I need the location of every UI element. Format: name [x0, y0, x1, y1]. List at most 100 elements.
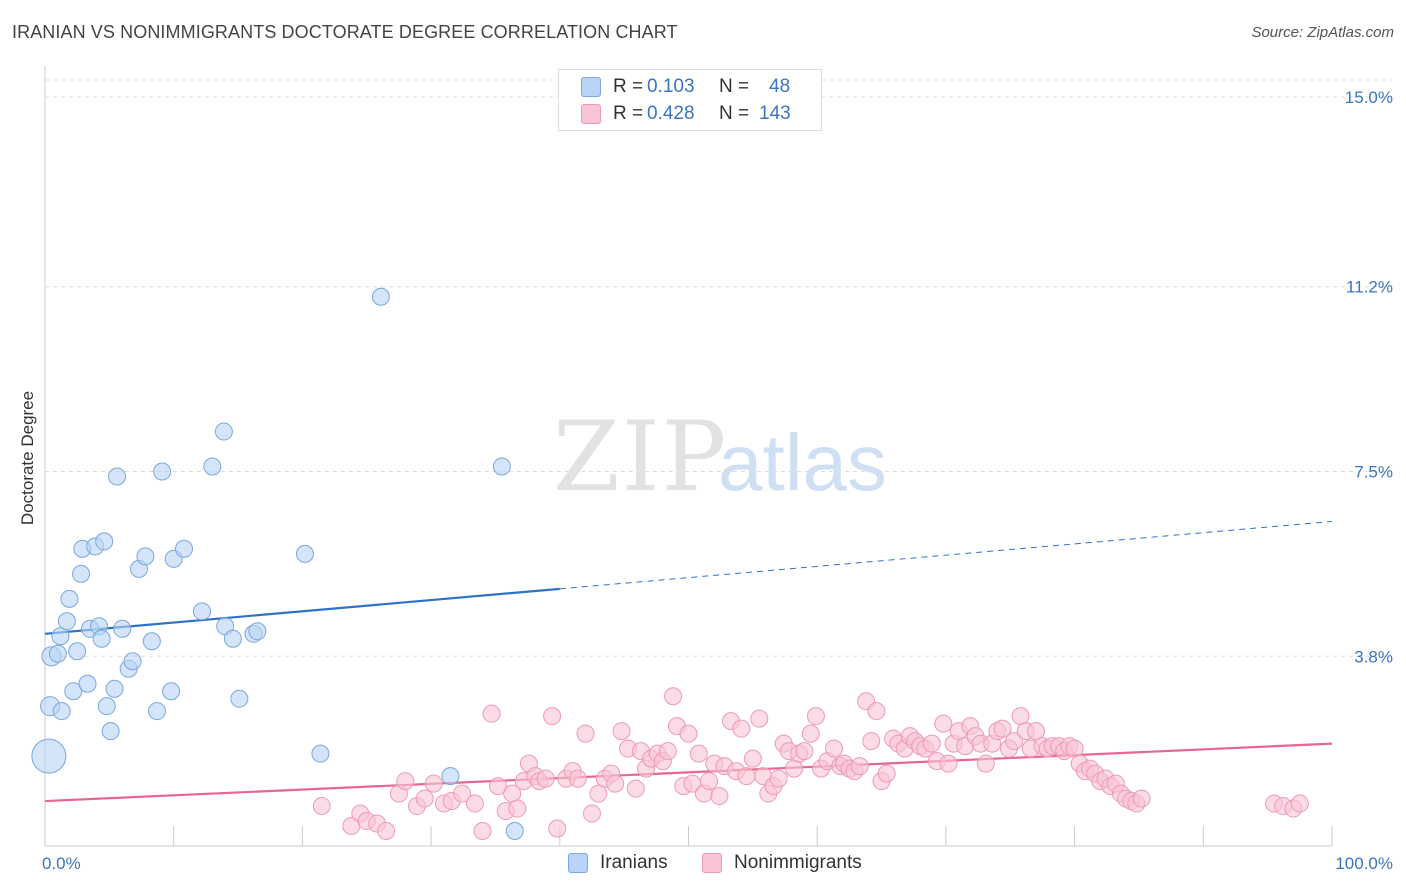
iranians-point [60, 589, 79, 608]
nonimmigrants-point [1005, 732, 1024, 751]
trend-lines [44, 520, 1333, 803]
nonimmigrants-point [877, 764, 896, 783]
iranians-point [230, 689, 249, 708]
nonimmigrants-point [543, 707, 562, 726]
iranians-point [214, 422, 233, 441]
nonimmigrants-point [850, 757, 869, 776]
nonimmigrants-point [658, 742, 677, 761]
iranians-point [64, 682, 83, 701]
legend-label-nonimmigrants: Nonimmigrants [734, 852, 862, 873]
nonimmigrants-point [795, 742, 814, 761]
nonimmigrants-point [867, 702, 886, 721]
iranians-point [97, 697, 116, 716]
nonimmigrants-point [679, 724, 698, 743]
iranians-point [92, 629, 111, 648]
iranians-point [492, 457, 511, 476]
y-tick-label: 15.0% [1345, 88, 1393, 107]
y-tick-label: 3.8% [1354, 647, 1393, 666]
nonimmigrants-point [424, 774, 443, 793]
r-label: R = [613, 103, 644, 124]
nonimmigrants-point [606, 774, 625, 793]
nonimmigrants-point [465, 794, 484, 813]
nonimmigrants-points [312, 687, 1309, 841]
n-label: N = [719, 103, 750, 124]
y-tick-label: 7.5% [1354, 463, 1393, 482]
nonimmigrants-point [612, 722, 631, 741]
iranians-point [193, 602, 212, 621]
series-legend: Iranians Nonimmigrants [0, 852, 1406, 878]
source-label: Source: ZipAtlas.com [1251, 24, 1394, 41]
nonimmigrants-point [548, 819, 567, 838]
nonimmigrants-point [1011, 707, 1030, 726]
iranians-point [371, 287, 390, 306]
iranians-trend-extension [559, 520, 1333, 590]
nonimmigrants-point [700, 772, 719, 791]
correlation-legend: R = 0.103 N = 48 R = 0.428 N = 143 [558, 69, 822, 131]
nonimmigrants-trend-line [44, 742, 1333, 803]
iranians-point [48, 644, 67, 663]
nonimmigrants-point [934, 714, 953, 733]
legend-item-iranians[interactable]: Iranians [568, 852, 668, 874]
watermark-atlas: atlas [718, 418, 887, 507]
nonimmigrants-point [976, 754, 995, 773]
iranians-swatch [568, 853, 588, 873]
nonimmigrants-point [922, 734, 941, 753]
iranians-point [295, 544, 314, 563]
iranians-points [31, 287, 524, 841]
nonimmigrants-point [473, 822, 492, 841]
nonimmigrants-point [769, 769, 788, 788]
nonimmigrants-point [710, 787, 729, 806]
iranians-point [203, 457, 222, 476]
nonimmigrants-point [576, 724, 595, 743]
iranians-point [223, 629, 242, 648]
iranians-point [505, 822, 524, 841]
nonimmigrants-point [743, 749, 762, 768]
iranians-point [108, 467, 127, 486]
legend-item-nonimmigrants[interactable]: Nonimmigrants [702, 852, 862, 874]
r-label: R = [613, 76, 644, 97]
nonimmigrants-point [824, 739, 843, 758]
nonimmigrants-point [377, 822, 396, 841]
nonimmigrants-point [482, 704, 501, 723]
iranians-point [153, 462, 172, 481]
r-value: 0.428 [647, 103, 695, 124]
iranians-point [95, 532, 114, 551]
iranians-point [123, 652, 142, 671]
axes [44, 66, 1333, 847]
nonimmigrants-point [737, 767, 756, 786]
nonimmigrants-point [939, 754, 958, 773]
iranians-point [136, 547, 155, 566]
iranians-point [311, 744, 330, 763]
nonimmigrants-point [452, 784, 471, 803]
gridlines [45, 79, 1392, 657]
y-tick-label: 11.2% [1346, 278, 1393, 297]
n-value: 48 [769, 76, 791, 97]
iranians-point [248, 622, 267, 641]
nonimmigrants-point [801, 724, 820, 743]
watermark: ZIP atlas [553, 401, 887, 513]
nonimmigrants-point [664, 687, 683, 706]
iranians-point [68, 642, 87, 661]
legend-row-nonimmigrants: R = 0.428 N = 143 [581, 101, 791, 127]
y-axis-title: Doctorate Degree [18, 391, 37, 525]
nonimmigrants-point [1132, 789, 1151, 808]
r-value: 0.103 [647, 76, 695, 97]
nonimmigrants-point [626, 779, 645, 798]
nonimmigrants-point [568, 769, 587, 788]
watermark-zip: ZIP [553, 401, 728, 513]
nonimmigrants-swatch [581, 104, 601, 124]
nonimmigrants-point [582, 804, 601, 823]
n-label: N = [719, 76, 750, 97]
nonimmigrants-point [862, 732, 881, 751]
iranians-point [101, 722, 120, 741]
chart-title: IRANIAN VS NONIMMIGRANTS DOCTORATE DEGRE… [12, 22, 678, 42]
tick-labels: 3.8% 7.5% 11.2% 15.0% 0.0% 100.0% [42, 88, 1393, 873]
nonimmigrants-point [489, 777, 508, 796]
iranians-point [113, 619, 132, 638]
nonimmigrants-point [1026, 722, 1045, 741]
iranians-point [441, 767, 460, 786]
nonimmigrants-point [732, 719, 751, 738]
iranians-point [142, 632, 161, 651]
x-tick-label-max: 100.0% [1335, 854, 1393, 873]
